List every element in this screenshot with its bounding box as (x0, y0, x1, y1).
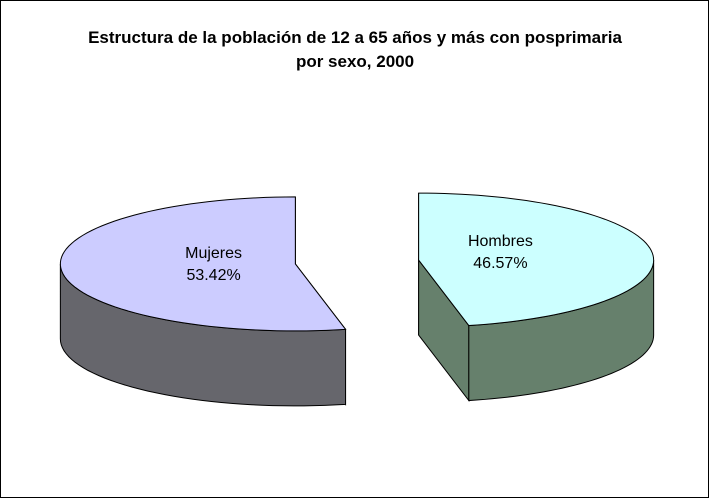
slice-top (59, 196, 347, 332)
slice-top (418, 192, 655, 327)
slice-value-label: 46.57% (473, 255, 527, 272)
slice-value-label: 53.42% (186, 267, 240, 284)
slice: Hombres 46.57% (418, 192, 655, 403)
slice: Mujeres 53.42% (59, 196, 347, 407)
slice-label: Hombres (468, 233, 533, 250)
slice-label: Mujeres (185, 245, 242, 262)
chart-title: Estructura de la población de 12 a 65 añ… (88, 28, 622, 71)
